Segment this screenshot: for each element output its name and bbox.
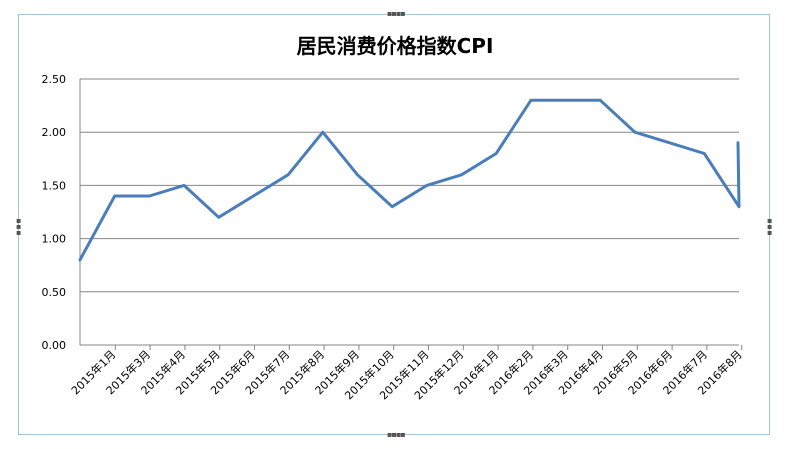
resize-handle-bottom[interactable]: ▪▪▪▪ bbox=[387, 430, 406, 439]
y-tick-label: 2.00 bbox=[42, 126, 67, 139]
y-tick-label: 0.00 bbox=[42, 339, 67, 352]
series-line bbox=[78, 98, 741, 262]
chart-title: 居民消费价格指数CPI bbox=[297, 34, 494, 58]
chart-frame bbox=[18, 14, 770, 435]
resize-handle-left[interactable]: ▪ ▪ ▪ bbox=[16, 216, 21, 237]
y-tick-label: 0.50 bbox=[42, 286, 67, 299]
resize-handle-right[interactable]: ▪ ▪ ▪ bbox=[767, 216, 772, 237]
y-tick-label: 1.50 bbox=[42, 179, 67, 192]
resize-handle-top[interactable]: ▪▪▪▪ bbox=[387, 9, 406, 18]
y-tick-label: 2.50 bbox=[42, 73, 67, 86]
y-tick-label: 1.00 bbox=[42, 233, 67, 246]
